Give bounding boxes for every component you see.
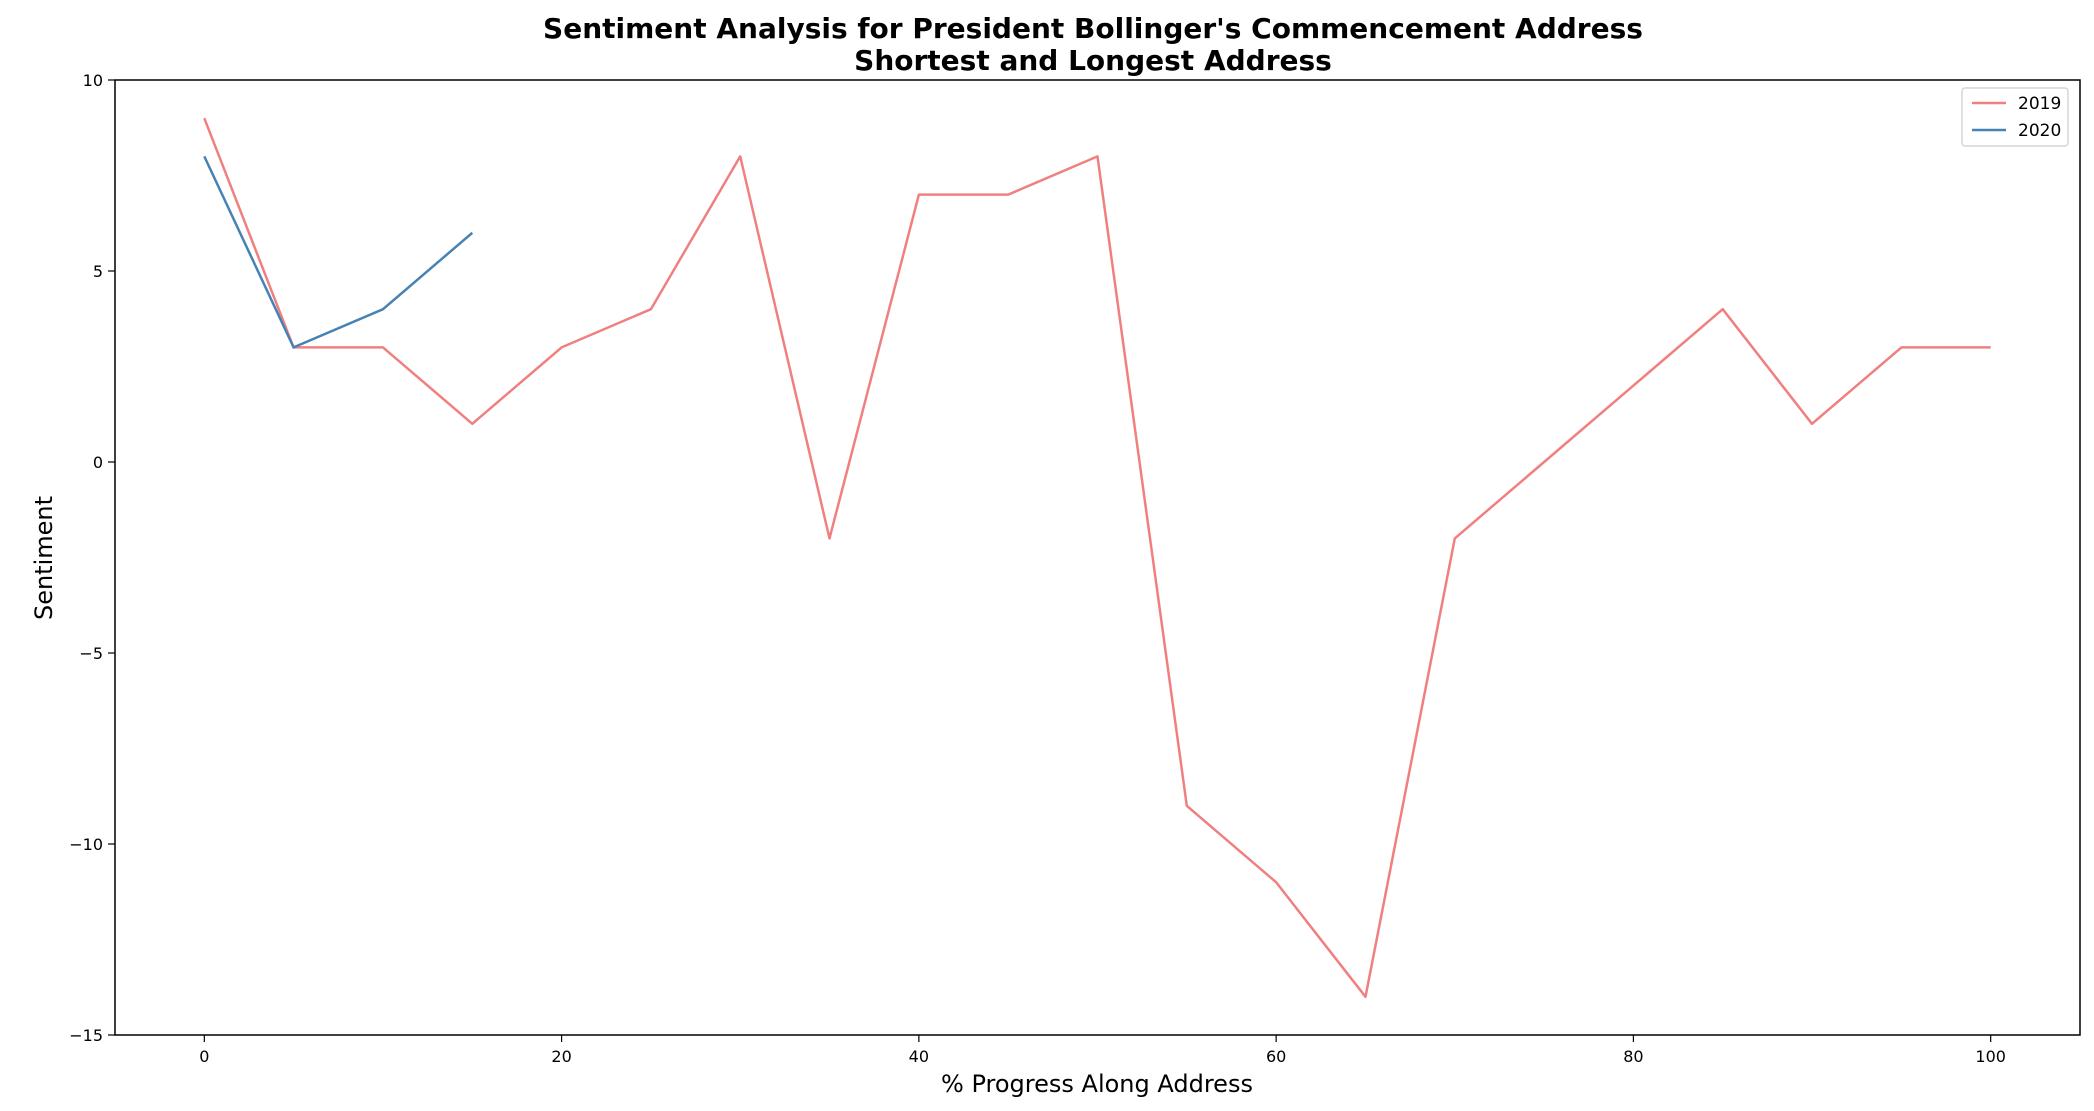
series-line-2019	[203, 117, 1991, 999]
x-tick-label: 80	[1623, 1047, 1643, 1066]
y-tick-label: −5	[79, 644, 103, 663]
legend-label-2020: 2020	[2018, 121, 2061, 141]
series-lines	[203, 117, 1991, 999]
y-tick-label: −15	[69, 1026, 103, 1045]
y-axis-label: Sentiment	[30, 496, 58, 620]
x-tick-label: 40	[909, 1047, 929, 1066]
y-tick-label: 5	[93, 262, 103, 281]
chart-title: Sentiment Analysis for President Bolling…	[543, 12, 1643, 45]
x-tick-label: 100	[1975, 1047, 2006, 1066]
x-tick-label: 0	[199, 1047, 209, 1066]
y-tick-label: −10	[69, 835, 103, 854]
chart-subtitle: Shortest and Longest Address	[854, 44, 1332, 77]
y-tick-label: 0	[93, 453, 103, 472]
series-line-2020	[203, 155, 474, 349]
x-tick-label: 60	[1266, 1047, 1286, 1066]
y-axis-ticks: −15 −10 −5 0 5 10	[69, 71, 115, 1045]
legend-label-2019: 2019	[2018, 94, 2061, 114]
plot-area	[114, 79, 2081, 1036]
x-tick-label: 20	[551, 1047, 571, 1066]
y-tick-label: 10	[83, 71, 103, 90]
x-axis-ticks: 0 20 40 60 80 100	[199, 1035, 2006, 1066]
x-axis-label: % Progress Along Address	[941, 1070, 1253, 1098]
legend: 2019 2020	[1961, 87, 2069, 147]
